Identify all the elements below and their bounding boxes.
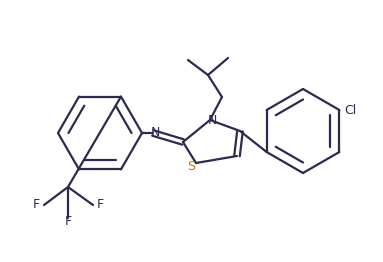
Text: Cl: Cl	[344, 103, 357, 117]
Text: F: F	[97, 199, 104, 211]
Text: F: F	[64, 215, 72, 228]
Text: F: F	[33, 199, 40, 211]
Text: N: N	[207, 113, 217, 127]
Text: S: S	[187, 160, 195, 172]
Text: N: N	[150, 127, 160, 139]
